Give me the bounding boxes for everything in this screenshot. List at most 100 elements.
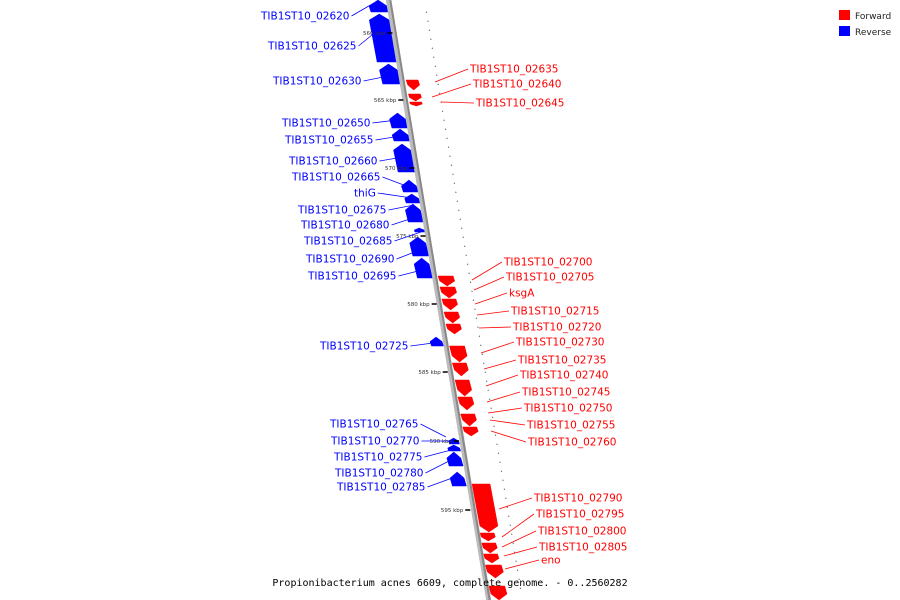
minor-dash: [465, 254, 467, 256]
label-leader: [501, 530, 537, 548]
forward-gene-label: TIB1ST10_02730: [515, 337, 605, 349]
forward-gene-label: TIB1ST10_02800: [537, 526, 627, 538]
forward-gene-label: TIB1ST10_02790: [533, 493, 623, 505]
minor-dash: [494, 434, 497, 436]
minor-dash: [488, 398, 491, 400]
minor-dash: [512, 542, 514, 544]
label-leader: [379, 156, 404, 162]
forward-gene-block: [457, 396, 475, 411]
minor-dash: [500, 470, 503, 472]
label-leader: [504, 559, 540, 570]
gene-labels: TIB1ST10_02620 TIB1ST10_02625 TIB1ST10_026…: [260, 11, 628, 567]
legend: Forward Reverse: [839, 10, 892, 38]
minor-dash: [458, 209, 460, 211]
minor-dash: [438, 92, 441, 94]
label-leader: [410, 342, 434, 347]
minor-dash: [441, 110, 444, 112]
reverse-gene-label: thiG: [354, 188, 376, 200]
minor-dash: [518, 578, 520, 580]
label-leader: [391, 215, 420, 226]
reverse-gene-label: TIB1ST10_02775: [333, 452, 423, 464]
minor-dash: [449, 155, 451, 157]
minor-dash: [474, 308, 476, 310]
minor-dash: [466, 263, 469, 265]
forward-gene-label: TIB1ST10_02745: [521, 387, 611, 399]
tick-label: 565 kbp: [374, 98, 397, 104]
forward-gene-label: eno: [541, 555, 561, 567]
minor-dash: [428, 29, 431, 31]
minor-dash: [443, 119, 445, 121]
label-leader: [363, 75, 389, 82]
minor-dash: [427, 20, 429, 22]
forward-gene-block: [409, 101, 423, 107]
forward-gene-label: TIB1ST10_02645: [475, 98, 565, 110]
label-leader: [351, 2, 375, 17]
forward-gene-label: TIB1ST10_02735: [517, 355, 607, 367]
minor-dash: [515, 560, 517, 562]
label-leader: [490, 430, 527, 443]
forward-gene-label: TIB1ST10_02720: [512, 322, 602, 334]
forward-gene-block: [484, 564, 504, 579]
reverse-gene-block: [447, 444, 462, 452]
forward-gene-block: [479, 532, 496, 542]
minor-dash: [508, 515, 510, 517]
forward-gene-block: [445, 323, 462, 335]
minor-dash: [499, 461, 501, 463]
tick-label: 585 kbp: [418, 370, 441, 376]
minor-dash: [497, 452, 500, 454]
minor-dash: [509, 524, 511, 526]
minor-dash: [447, 146, 450, 148]
forward-gene-block: [449, 345, 468, 363]
label-leader: [375, 135, 401, 141]
minor-dash: [431, 47, 434, 49]
minor-dash: [510, 533, 513, 535]
minor-dash: [462, 236, 464, 238]
reverse-gene-block: [405, 203, 424, 223]
reverse-gene-block: [449, 471, 467, 487]
tick-label: 575 kbp: [396, 234, 419, 240]
minor-dash: [450, 164, 453, 166]
genome-backbone: [385, 0, 492, 600]
label-leader: [489, 419, 526, 426]
legend-swatch-reverse: [839, 26, 850, 36]
label-leader: [427, 476, 456, 488]
label-leader: [501, 513, 535, 538]
label-leaders: [351, 2, 540, 570]
reverse-gene-label: TIB1ST10_02630: [272, 76, 362, 88]
minor-dash: [506, 506, 509, 508]
label-leader: [434, 68, 469, 83]
forward-gene-label: TIB1ST10_02705: [505, 272, 595, 284]
tick-label: 595 kbp: [441, 508, 464, 514]
label-leader: [388, 204, 415, 211]
forward-gene-block: [462, 426, 479, 437]
reverse-gene-block: [401, 179, 419, 193]
label-leader: [372, 119, 398, 124]
label-leader: [394, 231, 422, 242]
reverse-gene-block: [404, 193, 421, 204]
label-leader: [398, 269, 423, 277]
forward-gene-block: [451, 362, 469, 377]
minor-dash: [505, 497, 507, 499]
minor-dash: [461, 227, 463, 229]
kbp-ticks: 560 kbp 565 kbp 570 kbp 575 kbp 580 kbp 585 k…: [363, 11, 522, 589]
minor-dash: [481, 353, 484, 355]
reverse-gene-block: [429, 336, 444, 347]
minor-dash: [513, 551, 516, 553]
forward-gene-label: TIB1ST10_02795: [535, 509, 625, 521]
label-leader: [498, 497, 533, 510]
minor-dash: [487, 389, 489, 391]
minor-dash: [486, 380, 488, 382]
legend-swatch-forward: [839, 10, 850, 20]
forward-gene-block: [437, 275, 456, 287]
minor-dash: [434, 65, 437, 67]
legend-label-reverse: Reverse: [855, 28, 892, 38]
minor-dash: [425, 11, 428, 13]
forward-gene-label: ksgA: [509, 288, 535, 300]
minor-dash: [483, 362, 485, 364]
minor-dash: [519, 587, 522, 589]
forward-gene-block: [471, 483, 499, 533]
minor-dash: [484, 371, 486, 373]
minor-dash: [478, 335, 481, 337]
reverse-gene-label: TIB1ST10_02685: [303, 236, 393, 248]
reverse-gene-label: TIB1ST10_02665: [291, 172, 381, 184]
